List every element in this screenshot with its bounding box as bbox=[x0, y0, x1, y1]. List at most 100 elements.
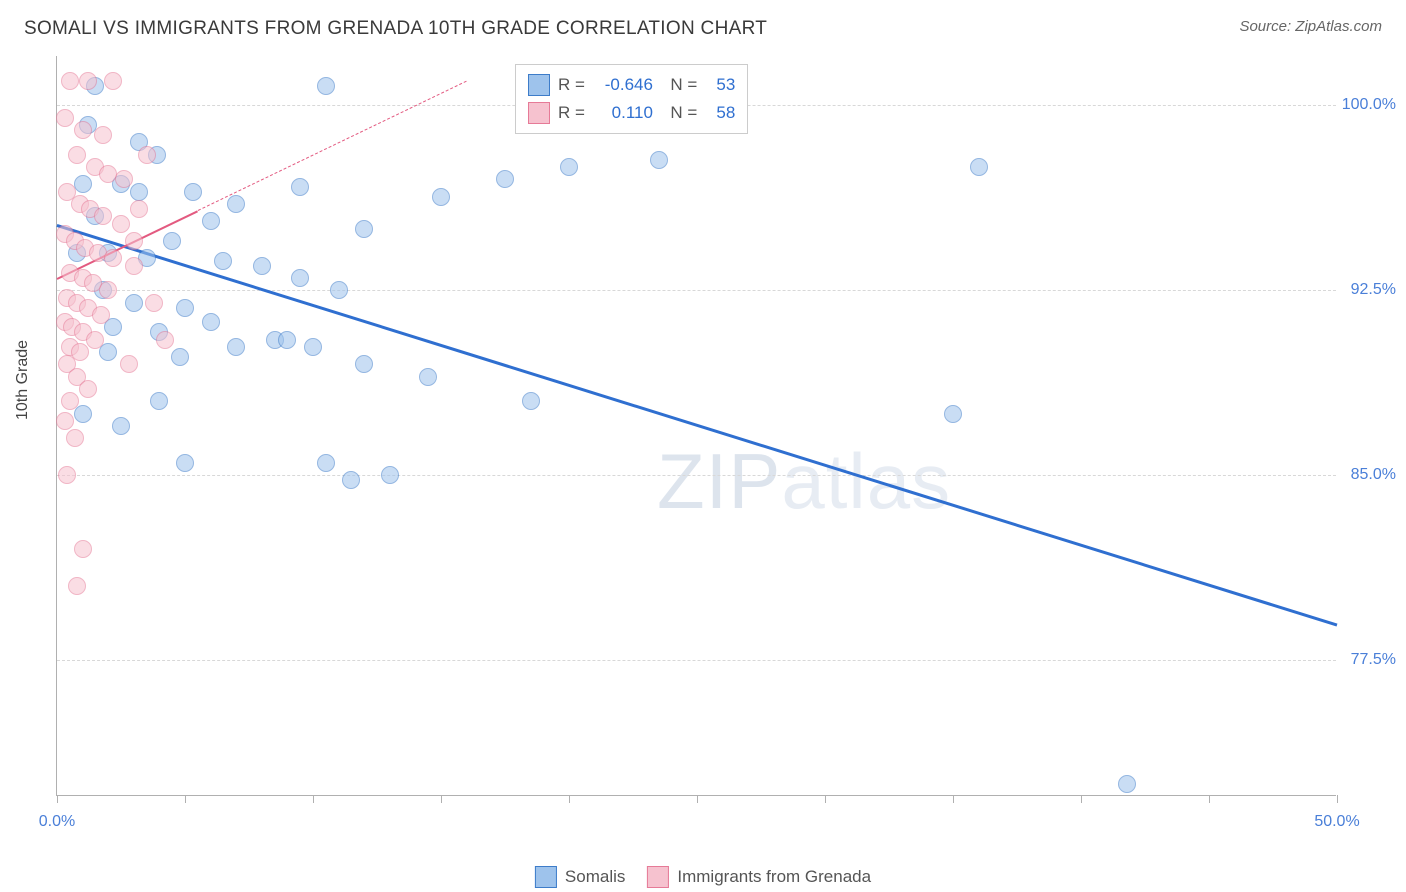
scatter-point bbox=[227, 338, 245, 356]
x-tick bbox=[1337, 795, 1338, 803]
x-tick bbox=[1209, 795, 1210, 803]
scatter-point bbox=[125, 257, 143, 275]
scatter-point bbox=[381, 466, 399, 484]
gridline bbox=[57, 660, 1336, 661]
watermark: ZIPatlas bbox=[657, 436, 951, 527]
legend-item: Somalis bbox=[535, 866, 625, 888]
chart-plot-area: ZIPatlas 77.5%85.0%92.5%100.0%0.0%50.0%R… bbox=[56, 56, 1336, 796]
scatter-point bbox=[202, 212, 220, 230]
scatter-point bbox=[112, 215, 130, 233]
scatter-point bbox=[1118, 775, 1136, 793]
scatter-point bbox=[145, 294, 163, 312]
scatter-point bbox=[138, 146, 156, 164]
scatter-point bbox=[202, 313, 220, 331]
scatter-point bbox=[291, 269, 309, 287]
scatter-point bbox=[560, 158, 578, 176]
scatter-point bbox=[355, 220, 373, 238]
source-label: Source: ZipAtlas.com bbox=[1239, 18, 1382, 35]
scatter-point bbox=[68, 146, 86, 164]
scatter-point bbox=[944, 405, 962, 423]
scatter-point bbox=[176, 454, 194, 472]
stat-n-label: N = bbox=[661, 103, 697, 123]
x-tick bbox=[825, 795, 826, 803]
scatter-point bbox=[79, 380, 97, 398]
legend-label: Immigrants from Grenada bbox=[677, 867, 871, 887]
gridline bbox=[57, 475, 1336, 476]
trend-line bbox=[198, 81, 467, 211]
stat-r-label: R = bbox=[558, 103, 585, 123]
scatter-point bbox=[130, 183, 148, 201]
scatter-point bbox=[342, 471, 360, 489]
x-tick bbox=[1081, 795, 1082, 803]
legend-swatch bbox=[647, 866, 669, 888]
scatter-point bbox=[94, 207, 112, 225]
x-tick-label: 50.0% bbox=[1314, 813, 1359, 831]
scatter-point bbox=[355, 355, 373, 373]
stat-r-label: R = bbox=[558, 75, 585, 95]
scatter-point bbox=[56, 109, 74, 127]
x-tick bbox=[57, 795, 58, 803]
stat-n-value: 53 bbox=[705, 75, 735, 95]
stat-n-value: 58 bbox=[705, 103, 735, 123]
scatter-point bbox=[150, 392, 168, 410]
correlation-legend: R = -0.646 N = 53R = 0.110 N = 58 bbox=[515, 64, 748, 134]
scatter-point bbox=[419, 368, 437, 386]
correlation-row: R = 0.110 N = 58 bbox=[528, 99, 735, 127]
scatter-point bbox=[496, 170, 514, 188]
scatter-point bbox=[163, 232, 181, 250]
scatter-point bbox=[112, 417, 130, 435]
scatter-point bbox=[66, 429, 84, 447]
scatter-point bbox=[115, 170, 133, 188]
scatter-point bbox=[104, 72, 122, 90]
scatter-point bbox=[171, 348, 189, 366]
series-legend: Somalis Immigrants from Grenada bbox=[535, 866, 871, 888]
x-tick bbox=[313, 795, 314, 803]
scatter-point bbox=[74, 175, 92, 193]
y-tick-label: 100.0% bbox=[1342, 96, 1396, 114]
x-tick-label: 0.0% bbox=[39, 813, 75, 831]
scatter-point bbox=[227, 195, 245, 213]
scatter-point bbox=[94, 126, 112, 144]
scatter-point bbox=[56, 412, 74, 430]
scatter-point bbox=[253, 257, 271, 275]
scatter-point bbox=[432, 188, 450, 206]
scatter-point bbox=[184, 183, 202, 201]
scatter-point bbox=[130, 200, 148, 218]
legend-label: Somalis bbox=[565, 867, 625, 887]
scatter-point bbox=[79, 72, 97, 90]
scatter-point bbox=[291, 178, 309, 196]
x-tick bbox=[185, 795, 186, 803]
x-tick bbox=[953, 795, 954, 803]
scatter-point bbox=[317, 454, 335, 472]
scatter-point bbox=[278, 331, 296, 349]
scatter-point bbox=[68, 577, 86, 595]
scatter-point bbox=[104, 249, 122, 267]
scatter-point bbox=[99, 281, 117, 299]
scatter-point bbox=[74, 121, 92, 139]
scatter-point bbox=[92, 306, 110, 324]
scatter-point bbox=[522, 392, 540, 410]
stat-r-value: 0.110 bbox=[593, 103, 653, 123]
scatter-point bbox=[74, 540, 92, 558]
scatter-point bbox=[304, 338, 322, 356]
x-tick bbox=[441, 795, 442, 803]
y-axis-label: 10th Grade bbox=[14, 340, 32, 420]
scatter-point bbox=[650, 151, 668, 169]
scatter-point bbox=[156, 331, 174, 349]
scatter-point bbox=[317, 77, 335, 95]
correlation-row: R = -0.646 N = 53 bbox=[528, 71, 735, 99]
scatter-point bbox=[125, 232, 143, 250]
y-tick-label: 77.5% bbox=[1351, 651, 1396, 669]
scatter-point bbox=[61, 72, 79, 90]
scatter-point bbox=[125, 294, 143, 312]
scatter-point bbox=[176, 299, 194, 317]
y-tick-label: 85.0% bbox=[1351, 466, 1396, 484]
scatter-point bbox=[214, 252, 232, 270]
scatter-point bbox=[120, 355, 138, 373]
x-tick bbox=[697, 795, 698, 803]
y-tick-label: 92.5% bbox=[1351, 281, 1396, 299]
legend-item: Immigrants from Grenada bbox=[647, 866, 871, 888]
scatter-point bbox=[58, 466, 76, 484]
x-tick bbox=[569, 795, 570, 803]
stat-n-label: N = bbox=[661, 75, 697, 95]
